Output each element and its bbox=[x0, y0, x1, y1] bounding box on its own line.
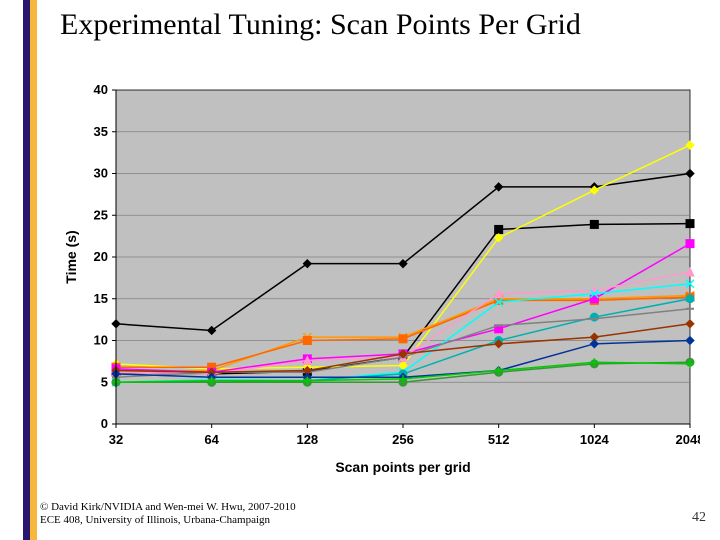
svg-text:64: 64 bbox=[204, 432, 219, 447]
chart-svg: 0 5 10 15 20 25 30 35 40 32 64 128 256 512 1024 2048 Sca… bbox=[60, 80, 700, 480]
footer-line-2: ECE 408, University of Illinois, Urbana-… bbox=[40, 514, 296, 528]
slide-title: Experimental Tuning: Scan Points Per Gri… bbox=[60, 8, 581, 42]
scan-points-chart: 0 5 10 15 20 25 30 35 40 32 64 128 256 512 1024 2048 Sca… bbox=[60, 80, 700, 480]
svg-text:2048: 2048 bbox=[676, 432, 700, 447]
side-accent-bars bbox=[23, 0, 37, 540]
svg-text:5: 5 bbox=[101, 374, 108, 389]
svg-text:40: 40 bbox=[94, 82, 108, 97]
svg-text:0: 0 bbox=[101, 416, 108, 431]
svg-text:10: 10 bbox=[94, 333, 108, 348]
svg-text:30: 30 bbox=[94, 166, 108, 181]
page-number: 42 bbox=[692, 510, 706, 526]
svg-text:35: 35 bbox=[94, 124, 108, 139]
svg-text:256: 256 bbox=[392, 432, 414, 447]
svg-text:128: 128 bbox=[296, 432, 318, 447]
svg-text:Scan points per grid: Scan points per grid bbox=[335, 459, 470, 475]
svg-text:Time (s): Time (s) bbox=[63, 230, 79, 283]
accent-bar-right bbox=[30, 0, 37, 540]
copyright-footer: © David Kirk/NVIDIA and Wen-mei W. Hwu, … bbox=[40, 501, 296, 529]
footer-line-1: © David Kirk/NVIDIA and Wen-mei W. Hwu, … bbox=[40, 501, 296, 515]
svg-text:15: 15 bbox=[94, 291, 108, 306]
accent-bar-left bbox=[23, 0, 30, 540]
svg-text:20: 20 bbox=[94, 249, 108, 264]
svg-text:32: 32 bbox=[109, 432, 123, 447]
svg-text:1024: 1024 bbox=[580, 432, 610, 447]
svg-text:512: 512 bbox=[488, 432, 510, 447]
svg-text:25: 25 bbox=[94, 207, 108, 222]
